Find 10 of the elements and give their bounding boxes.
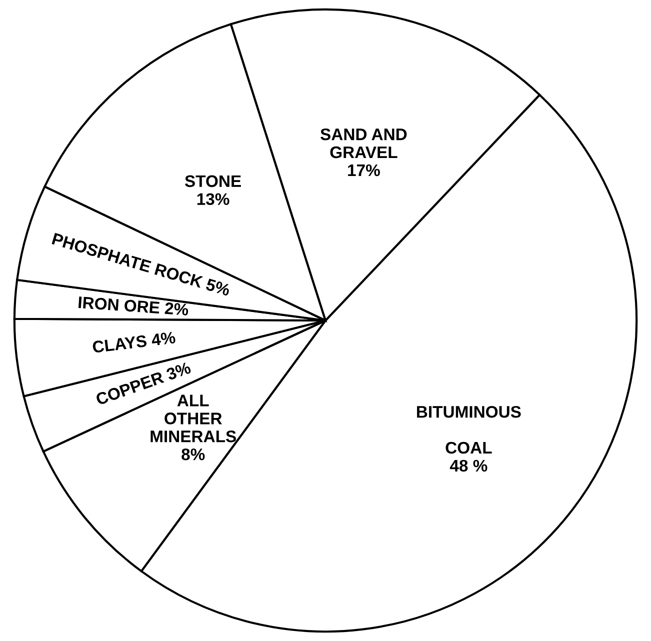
slice-label: ALL OTHER MINERALS [150, 394, 236, 442]
category-label: BITUMINOUS COAL [417, 406, 521, 454]
slice-label: SAND AND GRAVEL [320, 128, 407, 158]
data-label: 13% [197, 193, 230, 206]
data-label: 8% [182, 448, 205, 460]
data-label: 48 % [450, 460, 488, 472]
data-label: 17% [348, 164, 380, 176]
slice-label: STONE [184, 175, 241, 188]
slice-label: IRON ORE 2% [78, 296, 189, 316]
slice-label: CLAYS 4% [92, 331, 176, 354]
